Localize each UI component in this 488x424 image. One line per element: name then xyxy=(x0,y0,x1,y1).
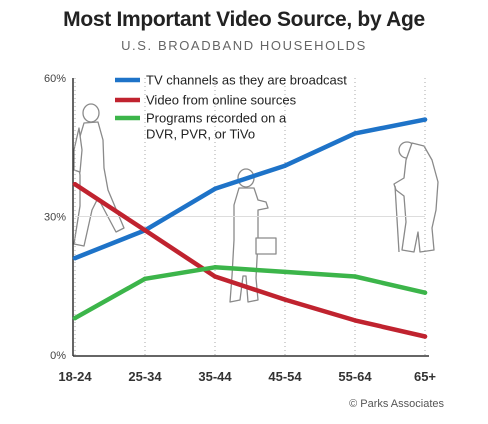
data-point-s0-4 xyxy=(352,131,358,136)
series-line-0 xyxy=(72,117,428,261)
data-point-s2-2 xyxy=(212,265,218,270)
data-point-s1-3 xyxy=(282,297,288,302)
chart-title: Most Important Video Source, by Age xyxy=(63,8,425,31)
chart-subtitle: U.S. BROADBAND HOUSEHOLDS xyxy=(121,38,367,53)
source-credit: © Parks Associates xyxy=(349,398,444,410)
data-point-s2-3 xyxy=(282,269,288,275)
data-point-s2-4 xyxy=(352,274,358,279)
x-tick-label-65+: 65+ xyxy=(414,369,436,384)
data-point-s0-5 xyxy=(422,117,428,122)
data-point-s0-2 xyxy=(212,186,218,191)
data-point-s0-3 xyxy=(282,163,288,168)
series-line-1 xyxy=(72,181,428,339)
y-tick-label: 30% xyxy=(44,212,66,224)
data-point-s1-2 xyxy=(212,274,218,279)
data-point-s1-1 xyxy=(142,228,148,233)
data-point-s1-4 xyxy=(352,318,358,323)
data-point-s1-5 xyxy=(422,334,428,339)
legend-label-2: Programs recorded on a xyxy=(146,111,287,126)
y-axis-ticks: 0% 30% 60% xyxy=(44,73,66,362)
data-point-s2-0 xyxy=(72,315,78,321)
silhouette-elderly-with-cane xyxy=(393,141,439,253)
legend-label-1: Video from online sources xyxy=(146,93,297,108)
axes xyxy=(72,78,429,357)
series-lines xyxy=(72,117,428,339)
legend-label-2: DVR, PVR, or TiVo xyxy=(146,127,255,142)
x-tick-label-45-54: 45-54 xyxy=(268,369,302,384)
x-tick-label-18-24: 18-24 xyxy=(58,369,92,384)
data-point-s2-5 xyxy=(422,290,428,295)
y-tick-label: 0% xyxy=(50,350,66,362)
y-tick-label: 60% xyxy=(44,73,66,85)
data-point-s0-0 xyxy=(72,255,78,261)
data-point-s1-0 xyxy=(72,181,78,187)
legend: TV channels as they are broadcast Video f… xyxy=(115,73,347,142)
series-line-2 xyxy=(72,265,428,321)
data-point-s2-1 xyxy=(142,276,148,282)
legend-label-0: TV channels as they are broadcast xyxy=(146,73,347,88)
x-tick-label-25-34: 25-34 xyxy=(128,369,162,384)
x-tick-label-35-44: 35-44 xyxy=(198,369,232,384)
grid-lines xyxy=(74,78,426,355)
silhouette-young-walker xyxy=(73,103,125,247)
x-axis-ticks: 18-24 25-34 35-44 45-54 55-64 65+ xyxy=(58,369,436,384)
x-tick-label-55-64: 55-64 xyxy=(338,369,372,384)
